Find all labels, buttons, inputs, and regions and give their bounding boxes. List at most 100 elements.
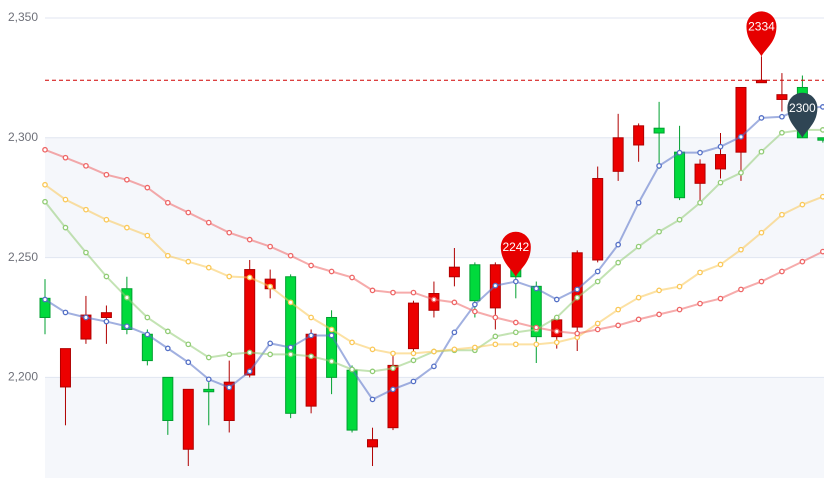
ma-point — [410, 289, 417, 296]
ma-point — [594, 320, 601, 327]
ma-point — [287, 299, 294, 306]
ma-point — [144, 331, 151, 338]
ma-point — [124, 323, 130, 330]
candle-body — [162, 376, 174, 421]
ma-point — [820, 127, 824, 133]
candle-body — [346, 369, 358, 431]
ma-point — [594, 326, 601, 333]
ma-point — [144, 232, 151, 239]
ma-point — [779, 129, 785, 136]
candle-body — [715, 154, 727, 170]
ma-point — [410, 350, 417, 357]
ma-point — [287, 344, 294, 351]
ma-point — [369, 368, 376, 375]
ma-point — [594, 278, 601, 285]
ma-point — [103, 216, 110, 223]
ma-point — [472, 301, 478, 308]
ma-point — [697, 300, 703, 307]
ma-point — [820, 248, 824, 255]
ma-point — [390, 289, 396, 296]
candle-body — [223, 381, 235, 421]
ma-point — [185, 341, 192, 348]
ma-point — [349, 339, 355, 346]
ma-point — [512, 319, 519, 326]
candle-body — [100, 312, 112, 318]
ma-point — [799, 258, 806, 265]
mark-pin — [500, 231, 531, 277]
ma-point — [390, 350, 396, 357]
ma-point — [328, 268, 335, 275]
ma-point — [164, 328, 171, 335]
ma-point — [676, 149, 683, 156]
ma-point — [42, 146, 48, 153]
ma-point — [574, 294, 581, 301]
ma-point — [656, 162, 662, 169]
plot-band — [45, 257, 824, 378]
ma-point — [246, 236, 253, 243]
ma-point — [267, 340, 274, 347]
ma-point — [144, 314, 151, 321]
ma-point — [656, 228, 662, 235]
ma-point — [676, 306, 683, 313]
candle-body — [612, 137, 624, 172]
plot-band — [45, 18, 824, 138]
ma-point — [246, 368, 253, 375]
ma-point — [124, 224, 130, 231]
ma-point — [635, 243, 642, 250]
candle-body — [244, 269, 256, 376]
candle-body — [121, 288, 133, 330]
candle-body — [326, 316, 338, 378]
candle-body — [592, 178, 604, 261]
ma-point — [656, 311, 662, 318]
ma-point — [615, 259, 622, 266]
ma-point — [410, 357, 417, 364]
candle-body — [448, 266, 460, 278]
candle-body — [735, 86, 747, 153]
ma-point — [697, 149, 703, 156]
ma-point — [779, 113, 785, 120]
ma-point — [226, 351, 233, 358]
ma-point — [758, 115, 765, 121]
mark-pin — [746, 11, 777, 57]
ma-point — [410, 378, 417, 385]
ma-point — [308, 332, 314, 339]
ma-point — [779, 211, 785, 218]
ma-point — [553, 296, 560, 303]
y-tick-label: 2,250 — [8, 250, 38, 264]
candle-body — [817, 137, 824, 141]
candle-body — [203, 388, 215, 393]
mark-label: 2334 — [748, 20, 775, 34]
ma-point — [83, 314, 89, 321]
ma-point — [676, 216, 683, 223]
ma-point — [369, 346, 376, 353]
ma-point — [512, 278, 519, 285]
ma-point — [717, 295, 724, 302]
ma-point — [124, 176, 130, 183]
ma-point — [267, 283, 274, 290]
ma-point — [83, 249, 89, 256]
ma-point — [185, 359, 192, 366]
ma-point — [369, 396, 376, 403]
ma-point — [164, 252, 171, 259]
ma-point — [451, 346, 458, 353]
ma-point — [431, 348, 437, 355]
plot-band — [45, 377, 824, 478]
ma-point — [205, 219, 212, 226]
ma-point — [205, 354, 212, 361]
ma-point — [103, 171, 110, 178]
ma-point — [799, 201, 806, 208]
ma-point — [267, 351, 274, 358]
candle-body — [694, 163, 706, 184]
ma-point — [635, 199, 642, 206]
ma-point — [349, 366, 355, 373]
ma-point — [533, 324, 540, 331]
candle-body — [387, 364, 399, 429]
ma-point — [287, 351, 294, 358]
ma-point — [308, 262, 314, 269]
mark-pin — [787, 92, 818, 138]
mark-label: 2300 — [789, 101, 816, 115]
ma-point — [431, 296, 437, 303]
ma-point — [758, 229, 765, 236]
ma-point — [42, 198, 48, 205]
y-tick-label: 2,350 — [8, 10, 38, 24]
